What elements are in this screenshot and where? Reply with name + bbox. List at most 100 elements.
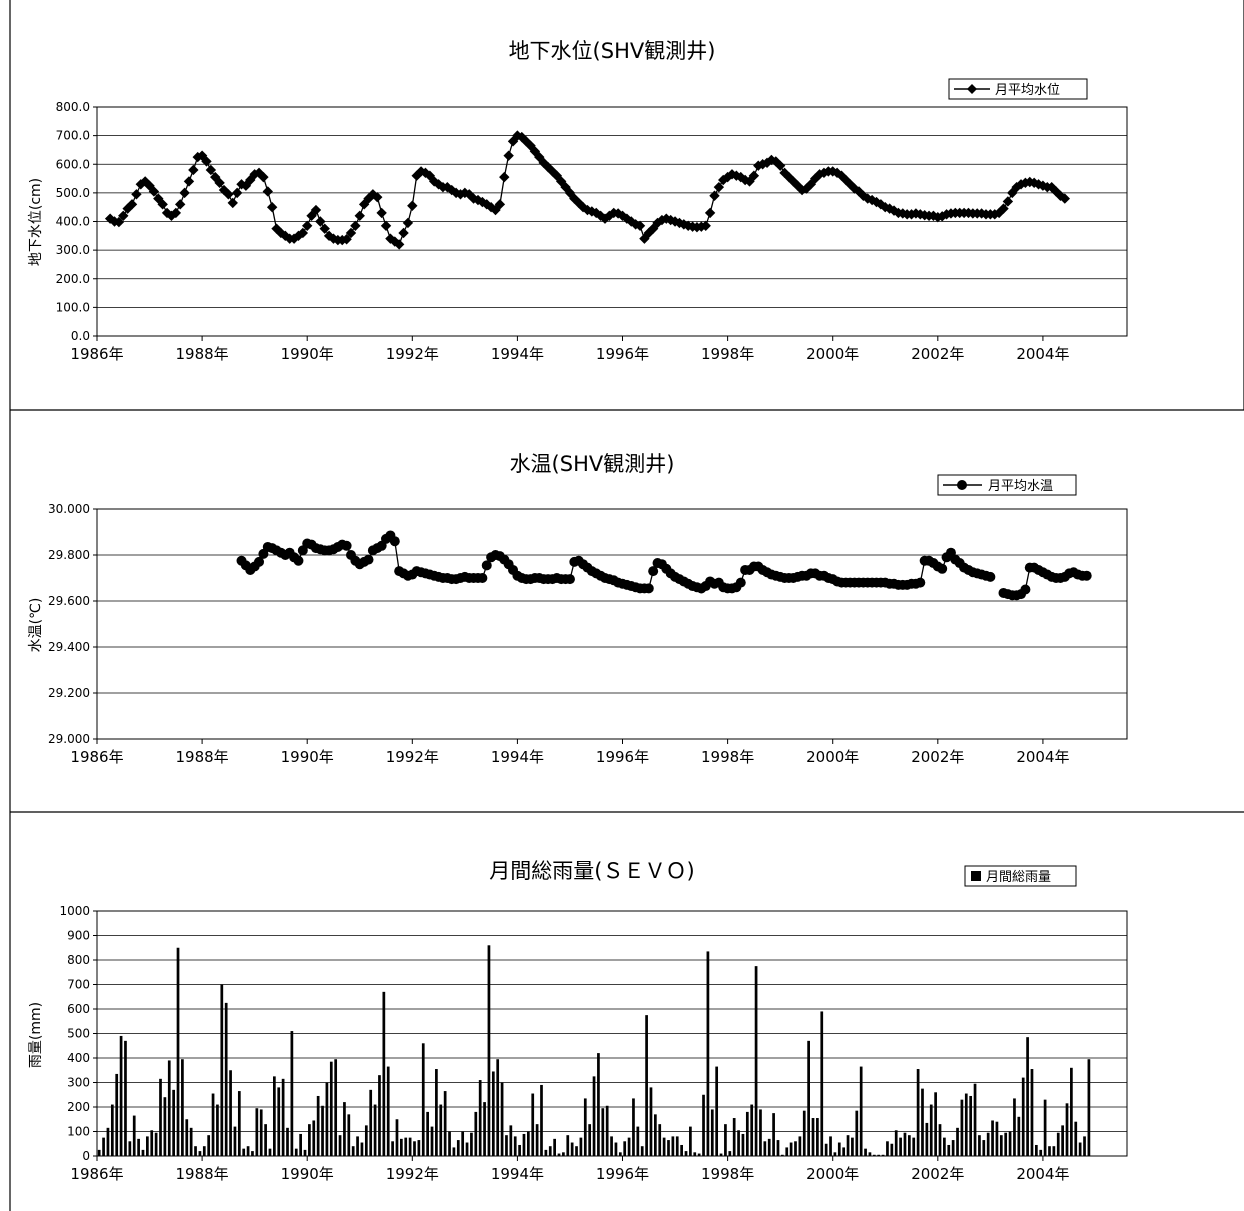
bar bbox=[513, 1136, 517, 1156]
bar bbox=[618, 1152, 622, 1156]
data-point bbox=[915, 577, 926, 588]
x-tick-label: 1994年 bbox=[491, 345, 544, 363]
bar bbox=[242, 1148, 246, 1156]
plot-area bbox=[96, 508, 1128, 740]
data-point bbox=[599, 213, 611, 224]
data-point bbox=[801, 183, 812, 194]
data-point bbox=[148, 186, 160, 197]
bar bbox=[789, 1142, 793, 1156]
x-tick-label: 1992年 bbox=[386, 345, 439, 363]
data-point bbox=[188, 164, 199, 176]
data-point bbox=[389, 536, 400, 547]
bar bbox=[119, 1035, 123, 1156]
y-tick-label: 29.800 bbox=[48, 548, 90, 562]
bar bbox=[750, 1104, 754, 1156]
bar bbox=[211, 1093, 215, 1156]
bar bbox=[763, 1141, 767, 1156]
bar bbox=[798, 1136, 802, 1156]
bar bbox=[754, 966, 758, 1156]
bar bbox=[325, 1082, 329, 1156]
x-tick-label: 1998年 bbox=[701, 1165, 754, 1183]
y-tick-label: 0 bbox=[82, 1149, 90, 1163]
bar bbox=[653, 1114, 657, 1156]
bar bbox=[443, 1091, 447, 1156]
bar bbox=[846, 1135, 850, 1156]
data-point bbox=[293, 555, 304, 566]
bar bbox=[268, 1148, 272, 1156]
bar bbox=[785, 1147, 789, 1156]
data-point bbox=[363, 554, 374, 565]
bar bbox=[794, 1141, 797, 1156]
bar bbox=[597, 1053, 600, 1156]
bar bbox=[719, 1153, 723, 1156]
bar bbox=[614, 1142, 618, 1156]
bar bbox=[544, 1149, 548, 1156]
bar bbox=[259, 1109, 263, 1156]
bar bbox=[1056, 1132, 1060, 1156]
data-point bbox=[941, 209, 952, 220]
bar bbox=[579, 1137, 583, 1156]
data-point bbox=[516, 131, 527, 143]
bar bbox=[667, 1140, 670, 1156]
bar bbox=[829, 1136, 832, 1156]
series bbox=[236, 530, 1092, 601]
bar bbox=[583, 1098, 587, 1156]
bar bbox=[1087, 1059, 1091, 1156]
bar bbox=[824, 1143, 828, 1156]
bar bbox=[439, 1104, 443, 1156]
bar bbox=[465, 1142, 469, 1156]
bar bbox=[999, 1135, 1003, 1156]
x-tick-label: 2004年 bbox=[1016, 748, 1069, 766]
bar bbox=[855, 1110, 859, 1156]
data-point bbox=[634, 220, 646, 231]
series bbox=[104, 130, 1071, 250]
data-point bbox=[866, 194, 878, 206]
data-point bbox=[258, 171, 269, 183]
data-point bbox=[1037, 180, 1049, 191]
data-point bbox=[648, 566, 659, 577]
bar bbox=[505, 1135, 508, 1156]
data-point bbox=[906, 209, 917, 220]
data-point bbox=[1081, 570, 1092, 581]
x-ticks: 1986年 1988年 1990年 1992年 1994年 1996年 1998年 2000年… bbox=[70, 739, 1070, 766]
bar bbox=[929, 1104, 933, 1156]
bar bbox=[934, 1092, 937, 1156]
y-axis-label: 雨量(mm) bbox=[28, 1002, 44, 1068]
y-tick-label: 29.200 bbox=[48, 686, 90, 700]
data-point bbox=[696, 221, 707, 232]
bar bbox=[1061, 1125, 1064, 1156]
bar bbox=[299, 1133, 302, 1156]
bar bbox=[859, 1066, 863, 1156]
bar bbox=[500, 1082, 504, 1156]
x-tick-label: 1990年 bbox=[281, 1165, 334, 1183]
bar bbox=[176, 947, 180, 1156]
bar bbox=[246, 1146, 250, 1156]
data-point bbox=[118, 210, 129, 221]
y-tick-label: 700.0 bbox=[56, 129, 90, 143]
x-tick-label: 2004年 bbox=[1016, 1165, 1069, 1183]
x-tick-label: 2000年 bbox=[806, 345, 859, 363]
bar bbox=[1083, 1136, 1086, 1156]
bar bbox=[1008, 1131, 1012, 1156]
bar bbox=[767, 1138, 771, 1156]
x-tick-label: 2000年 bbox=[806, 1165, 859, 1183]
bar bbox=[842, 1147, 846, 1156]
data-point bbox=[604, 210, 615, 221]
bar bbox=[264, 1124, 267, 1156]
data-point bbox=[126, 199, 138, 210]
series bbox=[97, 945, 1091, 1156]
data-point bbox=[240, 180, 252, 191]
bar bbox=[710, 1109, 714, 1156]
bar bbox=[522, 1133, 526, 1156]
bar bbox=[535, 1124, 539, 1156]
bar bbox=[715, 1066, 719, 1156]
bar bbox=[575, 1146, 578, 1156]
bar bbox=[456, 1140, 460, 1156]
bar bbox=[724, 1124, 727, 1156]
bar bbox=[382, 991, 386, 1156]
y-tick-label: 800.0 bbox=[56, 100, 90, 114]
bar bbox=[636, 1126, 640, 1156]
data-point bbox=[393, 239, 405, 250]
data-point bbox=[774, 160, 786, 171]
